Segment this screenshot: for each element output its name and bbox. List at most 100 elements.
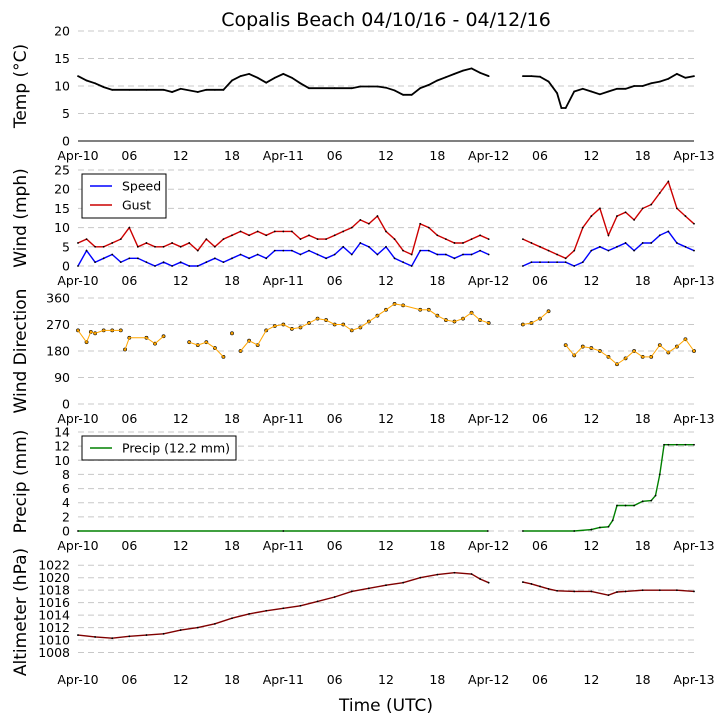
- data-point: [410, 93, 413, 96]
- x-tick-label: 12: [173, 273, 189, 288]
- y-tick-label: 180: [46, 344, 70, 359]
- x-tick-label: 12: [173, 411, 189, 426]
- series-line-temp: [77, 67, 490, 96]
- data-point: [102, 245, 105, 248]
- data-point: [325, 238, 328, 241]
- data-point: [667, 180, 670, 183]
- data-point: [77, 634, 79, 636]
- data-point: [179, 629, 182, 631]
- x-tick-label: 12: [583, 538, 599, 553]
- data-point: [248, 612, 251, 615]
- data-point: [350, 253, 353, 256]
- x-tick-label: 18: [635, 672, 651, 687]
- x-tick-label: Apr-12: [468, 411, 509, 426]
- data-point: [128, 226, 131, 229]
- data-point: [111, 253, 114, 256]
- data-point: [239, 230, 242, 233]
- data-point: [573, 265, 576, 267]
- data-point: [256, 76, 259, 79]
- data-point: [436, 573, 439, 576]
- data-point: [479, 249, 482, 252]
- data-point: [308, 87, 310, 90]
- y-tick-label: 1016: [38, 595, 70, 610]
- y-tick-label: 0: [62, 397, 70, 412]
- data-point: [205, 261, 208, 264]
- data-point: [385, 584, 387, 587]
- y-tick-label: 0: [62, 134, 70, 149]
- data-point: [308, 249, 310, 252]
- data-point: [350, 590, 353, 593]
- data-point: [641, 500, 644, 503]
- data-point: [248, 257, 251, 260]
- data-segment: [77, 330, 87, 343]
- data-point: [402, 93, 405, 96]
- data-segment: [265, 325, 276, 331]
- data-point: [436, 79, 439, 82]
- data-segment: [124, 337, 130, 350]
- x-tick-label: Apr-11: [263, 148, 304, 163]
- data-segment: [582, 346, 592, 349]
- data-point: [273, 76, 276, 79]
- legend-label: Precip (12.2 mm): [122, 441, 230, 456]
- data-segment: [454, 318, 464, 323]
- data-point: [145, 242, 148, 244]
- data-point: [641, 242, 644, 244]
- x-tick-label: 06: [327, 672, 343, 687]
- data-segment: [257, 330, 267, 346]
- data-point: [530, 242, 533, 244]
- data-point: [487, 581, 490, 584]
- data-point: [462, 69, 464, 72]
- x-tick-label: 06: [121, 538, 137, 553]
- data-segment: [317, 318, 327, 321]
- data-point: [427, 226, 430, 229]
- data-point: [564, 107, 567, 109]
- data-point: [556, 253, 559, 256]
- data-segment: [479, 319, 489, 324]
- data-point: [693, 222, 695, 225]
- data-segment: [608, 356, 618, 365]
- data-point: [102, 257, 105, 260]
- data-point: [222, 88, 225, 91]
- y-tick-label: 1012: [38, 620, 70, 635]
- data-point: [444, 238, 447, 241]
- data-point: [316, 600, 319, 603]
- x-tick-label: 18: [635, 148, 651, 163]
- data-point: [419, 576, 422, 579]
- data-point: [256, 253, 259, 256]
- data-point: [136, 245, 139, 248]
- data-point: [367, 245, 370, 248]
- data-point: [111, 88, 114, 91]
- data-point: [590, 249, 593, 252]
- y-tick-label: 1010: [38, 633, 70, 648]
- series-points: [77, 215, 490, 256]
- data-point: [77, 242, 79, 244]
- data-segment: [240, 340, 250, 352]
- data-point: [521, 265, 524, 267]
- y-tick-label: 0: [62, 524, 70, 539]
- x-tick-label: 12: [583, 273, 599, 288]
- data-segment: [214, 347, 224, 358]
- x-tick-label: 18: [224, 411, 240, 426]
- data-point: [530, 583, 533, 585]
- x-tick-label: 18: [224, 273, 240, 288]
- data-point: [693, 249, 695, 252]
- data-point: [684, 443, 687, 446]
- data-point: [624, 211, 627, 214]
- data-point: [658, 80, 661, 83]
- data-point: [385, 245, 387, 248]
- data-point: [350, 87, 353, 90]
- data-point: [684, 76, 687, 79]
- data-point: [342, 230, 345, 233]
- data-point: [633, 249, 636, 252]
- data-segment: [283, 324, 293, 330]
- data-point: [470, 253, 473, 256]
- data-point: [693, 75, 695, 77]
- data-point: [462, 242, 464, 244]
- data-point: [188, 242, 191, 244]
- data-point: [453, 257, 456, 260]
- data-point: [521, 581, 524, 583]
- y-tick-label: 4: [62, 495, 70, 510]
- data-point: [590, 215, 593, 217]
- data-point: [564, 257, 567, 260]
